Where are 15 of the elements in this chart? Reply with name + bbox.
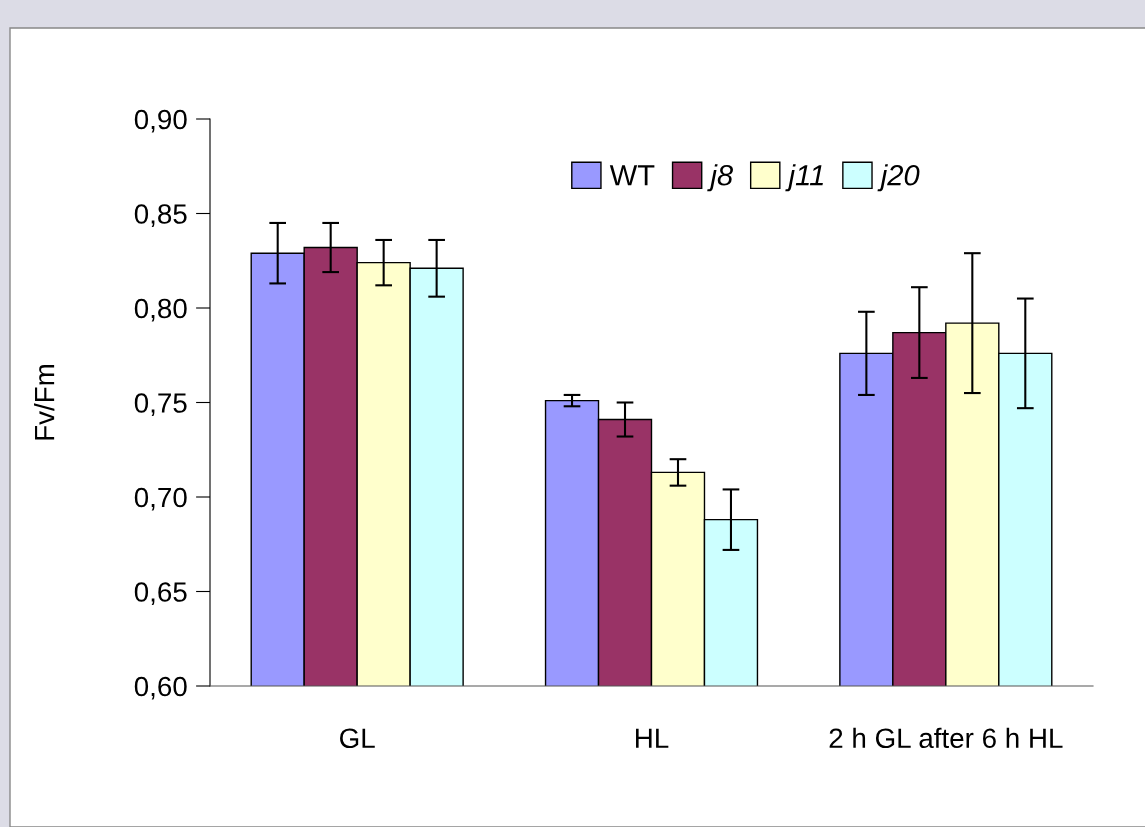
y-tick-label: 0,85 xyxy=(134,204,187,228)
x-tick-label: 2 h GL after 6 h HL xyxy=(829,727,1063,749)
x-tick-label: HL xyxy=(636,728,669,748)
y-tick-label: 0,75 xyxy=(134,393,187,417)
x-tick-label: GL xyxy=(340,728,375,749)
legend-label: j8 xyxy=(707,164,733,192)
y-tick-label: 0,60 xyxy=(134,676,187,700)
legend-label: WT xyxy=(609,165,655,186)
y-tick-label: 0,65 xyxy=(134,582,187,606)
y-axis-title: Fv/Fm xyxy=(34,364,55,440)
legend-label: j20 xyxy=(877,164,920,192)
legend-label: j11 xyxy=(785,164,823,192)
y-tick-label: 0,90 xyxy=(134,109,187,133)
y-tick-label: 0,70 xyxy=(134,487,187,511)
y-tick-label: 0,80 xyxy=(134,298,187,322)
